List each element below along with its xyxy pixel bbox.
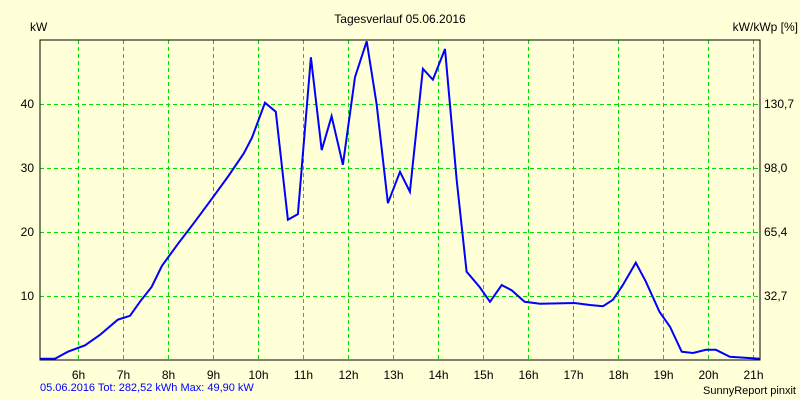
y-tick-label: 10: [20, 288, 34, 303]
x-tick-label: 6h: [71, 368, 86, 382]
x-tick-label: 12h: [338, 368, 359, 382]
credit-text: SunnyReport pinxit: [703, 385, 796, 397]
x-tick-label: 10h: [248, 368, 269, 382]
x-tick-label: 11h: [293, 368, 314, 382]
x-tick-label: 13h: [383, 368, 404, 382]
x-tick-label: 18h: [608, 368, 629, 382]
x-tick-label: 21h: [743, 368, 764, 382]
y-tick-label: 30: [20, 160, 34, 175]
y-right-tick-label: 98,0: [764, 160, 788, 175]
y-tick-label: 20: [20, 224, 34, 239]
grid-lines: [40, 40, 760, 360]
y-tick-label: 40: [20, 96, 34, 111]
x-tick-label: 9h: [206, 368, 221, 382]
summary-text: 05.06.2016 Tot: 282,52 kWh Max: 49,90 kW: [40, 382, 254, 394]
x-tick-label: 17h: [563, 368, 584, 382]
y-right-tick-label: 65,4: [764, 224, 788, 239]
x-tick-label: 16h: [518, 368, 539, 382]
plot-frame: [39, 39, 761, 361]
x-tick-label: 15h: [473, 368, 494, 382]
y-right-tick-label: 130,7: [764, 96, 795, 111]
x-tick-label: 19h: [653, 368, 674, 382]
chart-title: Tagesverlauf 05.06.2016: [334, 12, 466, 26]
x-tick-label: 8h: [161, 368, 176, 382]
y-axis-right-label: kW/kWp [%]: [732, 20, 798, 34]
x-tick-label: 7h: [116, 368, 131, 382]
x-tick-label: 14h: [428, 368, 449, 382]
y-right-tick-label: 32,7: [764, 288, 788, 303]
power-line: [40, 40, 761, 360]
y-axis-left-label: kW: [30, 20, 48, 34]
x-tick-label: 20h: [698, 368, 719, 382]
